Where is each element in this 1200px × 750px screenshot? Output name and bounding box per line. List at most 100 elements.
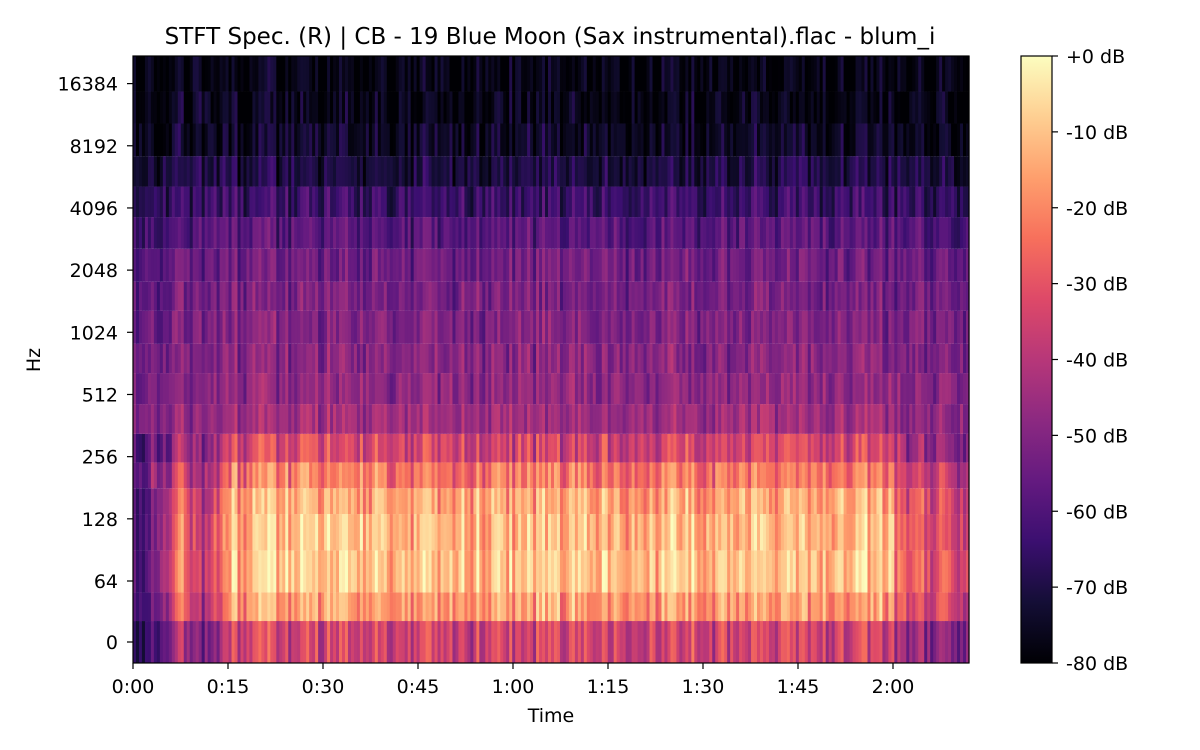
spectrogram-cell — [171, 373, 176, 405]
spectrogram-cell — [177, 310, 182, 344]
spectrogram-cell — [410, 621, 415, 663]
spectrogram-cell — [389, 621, 394, 663]
spectrogram-cell — [407, 373, 412, 405]
spectrogram-cell — [795, 433, 800, 463]
spectrogram-cell — [344, 373, 349, 405]
spectrogram-cell — [739, 248, 743, 282]
spectrogram-cell — [730, 217, 734, 249]
spectrogram-cell — [828, 488, 833, 515]
spectrogram-cell — [228, 462, 233, 489]
spectrogram-cell — [652, 217, 657, 249]
spectrogram-cell — [491, 404, 495, 434]
spectrogram-cell — [201, 404, 206, 434]
spectrogram-cell — [742, 281, 746, 311]
spectrogram-cell — [365, 373, 370, 405]
spectrogram-cell — [443, 462, 448, 489]
spectrogram-cell — [374, 56, 379, 92]
spectrogram-cell — [222, 217, 227, 249]
spectrogram-cell — [407, 248, 412, 282]
spectrogram-cell — [768, 248, 773, 282]
spectrogram-cell — [488, 123, 492, 157]
spectrogram-cell — [783, 462, 788, 489]
spectrogram-cell — [150, 281, 155, 311]
spectrogram-cell — [604, 310, 609, 344]
spectrogram-cell — [458, 248, 463, 282]
spectrogram-cell — [539, 281, 543, 311]
spectrogram-cell — [643, 550, 648, 593]
spectrogram-cell — [297, 404, 301, 434]
spectrogram-cell — [676, 621, 680, 663]
spectrogram-cell — [789, 621, 794, 663]
spectrogram-cell — [757, 217, 761, 249]
spectrogram-cell — [837, 488, 842, 515]
spectrogram-cell — [664, 217, 669, 249]
spectrogram-cell — [894, 248, 898, 282]
spectrogram-cell — [846, 123, 851, 157]
spectrogram-cell — [885, 373, 889, 405]
spectrogram-cell — [473, 550, 477, 593]
spectrogram-cell — [679, 550, 683, 593]
spectrogram-cell — [213, 404, 218, 434]
spectrogram-cell — [556, 123, 561, 157]
spectrogram-cell — [891, 217, 895, 249]
spectrogram-cell — [327, 156, 331, 187]
spectrogram-cell — [888, 343, 892, 374]
spectrogram-cell — [398, 550, 403, 593]
spectrogram-cell — [745, 433, 749, 463]
spectrogram-cell — [255, 404, 259, 434]
spectrogram-cell — [622, 514, 627, 551]
spectrogram-cell — [691, 186, 695, 218]
spectrogram-cell — [801, 488, 806, 515]
spectrogram-cell — [434, 592, 439, 622]
spectrogram-cell — [840, 404, 845, 434]
spectrogram-cell — [556, 91, 561, 124]
spectrogram-cell — [252, 281, 257, 311]
spectrogram-cell — [204, 248, 209, 282]
spectrogram-cell — [386, 433, 391, 463]
spectrogram-cell — [652, 91, 657, 124]
spectrogram-cell — [521, 91, 525, 124]
spectrogram-cell — [556, 56, 561, 92]
spectrogram-cell — [138, 404, 143, 434]
spectrogram-cell — [742, 488, 746, 515]
spectrogram-cell — [407, 123, 412, 157]
spectrogram-cell — [195, 550, 200, 593]
spectrogram-cell — [694, 123, 698, 157]
spectrogram-cell — [879, 56, 884, 92]
spectrogram-cell — [162, 156, 167, 187]
spectrogram-cell — [586, 186, 591, 218]
spectrogram-cell — [565, 123, 570, 157]
spectrogram-cell — [255, 373, 259, 405]
spectrogram-cell — [395, 373, 400, 405]
spectrogram-cell — [745, 281, 749, 311]
spectrogram-cell — [321, 281, 325, 311]
spectrogram-cell — [267, 343, 271, 374]
spectrogram-cell — [783, 281, 788, 311]
spectrogram-cell — [625, 404, 630, 434]
spectrogram-cell — [661, 433, 666, 463]
spectrogram-cell — [691, 310, 695, 344]
spectrogram-cell — [777, 343, 782, 374]
spectrogram-cell — [715, 186, 719, 218]
spectrogram-cell — [754, 462, 758, 489]
spectrogram-cell — [801, 514, 806, 551]
spectrogram-cell — [831, 404, 836, 434]
spectrogram-cell — [542, 592, 546, 622]
spectrogram-cell — [494, 621, 498, 663]
spectrogram-cell — [631, 433, 636, 463]
spectrogram-cell — [849, 343, 854, 374]
spectrogram-cell — [816, 373, 821, 405]
spectrogram-cell — [362, 91, 367, 124]
spectrogram-cell — [228, 404, 233, 434]
spectrogram-cell — [580, 550, 585, 593]
spectrogram-cell — [509, 281, 513, 311]
spectrogram-cell — [156, 343, 161, 374]
spectrogram-cell — [565, 488, 570, 515]
spectrogram-cell — [765, 123, 770, 157]
spectrogram-cell — [524, 248, 528, 282]
spectrogram-cell — [494, 343, 498, 374]
spectrogram-cell — [374, 433, 379, 463]
spectrogram-cell — [318, 186, 322, 218]
spectrogram-cell — [709, 514, 713, 551]
spectrogram-cell — [183, 186, 188, 218]
